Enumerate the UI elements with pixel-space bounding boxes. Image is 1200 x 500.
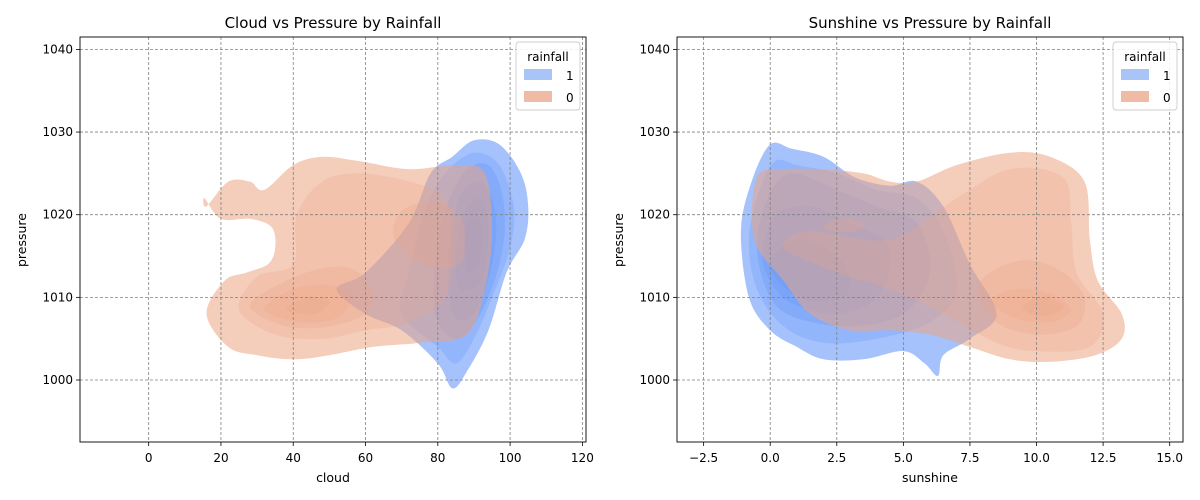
y-axis-label: pressure bbox=[611, 213, 626, 267]
y-tick-label: 1020 bbox=[42, 208, 73, 222]
chart-title: Cloud vs Pressure by Rainfall bbox=[225, 14, 442, 32]
grid-lines bbox=[80, 37, 586, 442]
series-rainfall-0 bbox=[751, 152, 1125, 363]
density-contour bbox=[751, 152, 1125, 363]
x-tick-label: 60 bbox=[358, 451, 373, 465]
x-tick-label: 100 bbox=[499, 451, 522, 465]
x-tick-label: 12.5 bbox=[1090, 451, 1117, 465]
legend-label-rain: 1 bbox=[1163, 69, 1171, 83]
density-contour bbox=[977, 260, 1086, 335]
plot-frame bbox=[676, 36, 1184, 443]
y-axis-label: pressure bbox=[14, 213, 29, 267]
y-tick-label: 1030 bbox=[639, 125, 670, 139]
y-tick-label: 1010 bbox=[639, 290, 670, 304]
density-contour bbox=[285, 297, 330, 315]
density-contour bbox=[264, 284, 352, 323]
legend-label-dry: 0 bbox=[1163, 91, 1171, 105]
x-tick-label: 10.0 bbox=[1023, 451, 1050, 465]
legend-label-rain: 1 bbox=[566, 69, 574, 83]
legend-swatch-dry bbox=[1121, 91, 1149, 102]
y-tick-label: 1000 bbox=[639, 373, 670, 387]
y-tick-label: 1030 bbox=[42, 125, 73, 139]
x-tick-label: 80 bbox=[430, 451, 445, 465]
density-contour bbox=[991, 288, 1072, 323]
tick-marks: 0 20 40 60 80 100 120 1000 1010 1020 1030 1040 bbox=[42, 42, 593, 465]
chart-title: Sunshine vs Pressure by Rainfall bbox=[809, 14, 1052, 32]
x-tick-label: −2.5 bbox=[689, 451, 718, 465]
legend-title: rainfall bbox=[527, 50, 568, 64]
plot-frame bbox=[79, 36, 587, 443]
tick-marks: −2.5 0.0 2.5 5.0 7.5 10.0 12.5 15.0 1000 1010 1020… bbox=[639, 42, 1183, 465]
density-contour bbox=[392, 201, 466, 269]
legend-swatch-dry bbox=[524, 91, 552, 102]
x-tick-label: 120 bbox=[571, 451, 594, 465]
grid-lines bbox=[677, 37, 1183, 442]
density-layer bbox=[740, 142, 1125, 377]
legend: rainfall 1 0 bbox=[1112, 41, 1178, 111]
legend-title: rainfall bbox=[1124, 50, 1165, 64]
legend-swatch-rain bbox=[1121, 69, 1149, 80]
x-tick-label: 2.5 bbox=[827, 451, 846, 465]
x-axis-label: cloud bbox=[316, 470, 350, 485]
x-tick-label: 20 bbox=[213, 451, 228, 465]
series-rainfall-0 bbox=[203, 156, 493, 360]
cloud-pressure-panel: Cloud vs Pressure by Rainfall 0 20 40 60 80 1… bbox=[14, 14, 594, 485]
x-tick-label: 40 bbox=[286, 451, 301, 465]
y-tick-label: 1040 bbox=[42, 42, 73, 56]
legend-label-dry: 0 bbox=[566, 91, 574, 105]
y-tick-label: 1010 bbox=[42, 290, 73, 304]
x-tick-label: 7.5 bbox=[960, 451, 979, 465]
legend-swatch-rain bbox=[524, 69, 552, 80]
y-tick-label: 1040 bbox=[639, 42, 670, 56]
density-contour bbox=[203, 156, 493, 360]
density-contour bbox=[823, 218, 865, 233]
x-axis-label: sunshine bbox=[902, 470, 958, 485]
density-contour bbox=[1022, 297, 1064, 317]
x-tick-label: 0.0 bbox=[761, 451, 780, 465]
sunshine-pressure-panel: Sunshine vs Pressure by Rainfall −2.5 0.0… bbox=[611, 14, 1184, 485]
x-tick-label: 0 bbox=[145, 451, 153, 465]
legend: rainfall 1 0 bbox=[515, 41, 581, 111]
density-contour bbox=[782, 167, 1104, 352]
y-tick-label: 1000 bbox=[42, 373, 73, 387]
x-tick-label: 15.0 bbox=[1156, 451, 1183, 465]
y-tick-label: 1020 bbox=[639, 208, 670, 222]
x-tick-label: 5.0 bbox=[894, 451, 913, 465]
